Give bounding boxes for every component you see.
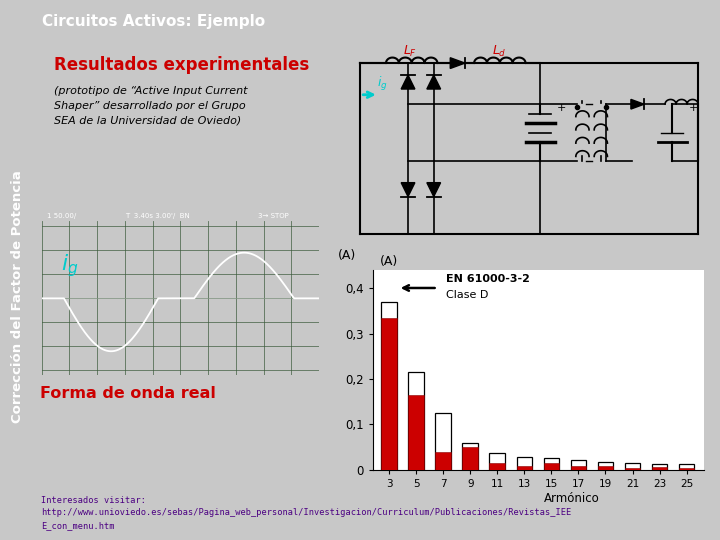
Bar (544, 463, 559, 470)
Text: (A): (A) (338, 249, 356, 262)
Text: $i_g$: $i_g$ (61, 252, 78, 279)
Text: 3→ STOP: 3→ STOP (258, 213, 289, 219)
Bar (570, 460, 586, 470)
Text: (prototipo de “Active Input Current
Shaper” desarrollado por el Grupo
SEA de la : (prototipo de “Active Input Current Shap… (54, 86, 248, 125)
Text: +: + (689, 103, 698, 112)
Text: Armónico: Armónico (544, 492, 600, 505)
Bar (462, 447, 478, 470)
Text: +: + (557, 103, 566, 112)
Text: Corrección del Factor de Potencia: Corrección del Factor de Potencia (12, 171, 24, 423)
Bar (516, 457, 532, 470)
Bar (598, 466, 613, 470)
Bar (490, 453, 505, 470)
Text: $L_d$: $L_d$ (492, 44, 507, 59)
Polygon shape (427, 183, 441, 197)
Text: $i_g$: $i_g$ (377, 75, 387, 93)
Text: Circuitos Activos: Ejemplo: Circuitos Activos: Ejemplo (42, 14, 265, 29)
Bar (679, 464, 694, 470)
Text: Interesados visitar:
http://www.unioviedo.es/sebas/Pagina_web_personal/Investiga: Interesados visitar: http://www.uniovied… (41, 496, 571, 530)
Bar (462, 443, 478, 470)
Text: (A): (A) (379, 255, 398, 268)
Bar (408, 372, 424, 470)
Bar (625, 468, 640, 470)
Bar (436, 451, 451, 470)
Bar (652, 467, 667, 470)
Bar (516, 466, 532, 470)
Polygon shape (427, 75, 441, 89)
Text: Resultados experimentales: Resultados experimentales (54, 56, 310, 74)
Bar (625, 463, 640, 470)
Polygon shape (401, 75, 415, 89)
Bar (598, 462, 613, 470)
Text: EN 61000-3-2: EN 61000-3-2 (446, 274, 530, 284)
Bar (544, 458, 559, 470)
Bar (490, 463, 505, 470)
Bar (679, 468, 694, 470)
Bar (570, 466, 586, 470)
Bar (652, 464, 667, 470)
Bar (382, 302, 397, 470)
Text: Clase D: Clase D (446, 290, 488, 300)
Text: $L_F$: $L_F$ (402, 44, 417, 59)
Bar (436, 413, 451, 470)
Text: T  3.40s 3.00'/  BN: T 3.40s 3.00'/ BN (125, 213, 189, 219)
Polygon shape (450, 58, 465, 69)
Bar (408, 395, 424, 470)
Text: 1 50.00/: 1 50.00/ (48, 213, 76, 219)
Polygon shape (631, 99, 644, 109)
Polygon shape (401, 183, 415, 197)
Text: Forma de onda real: Forma de onda real (40, 386, 216, 401)
Bar (382, 318, 397, 470)
